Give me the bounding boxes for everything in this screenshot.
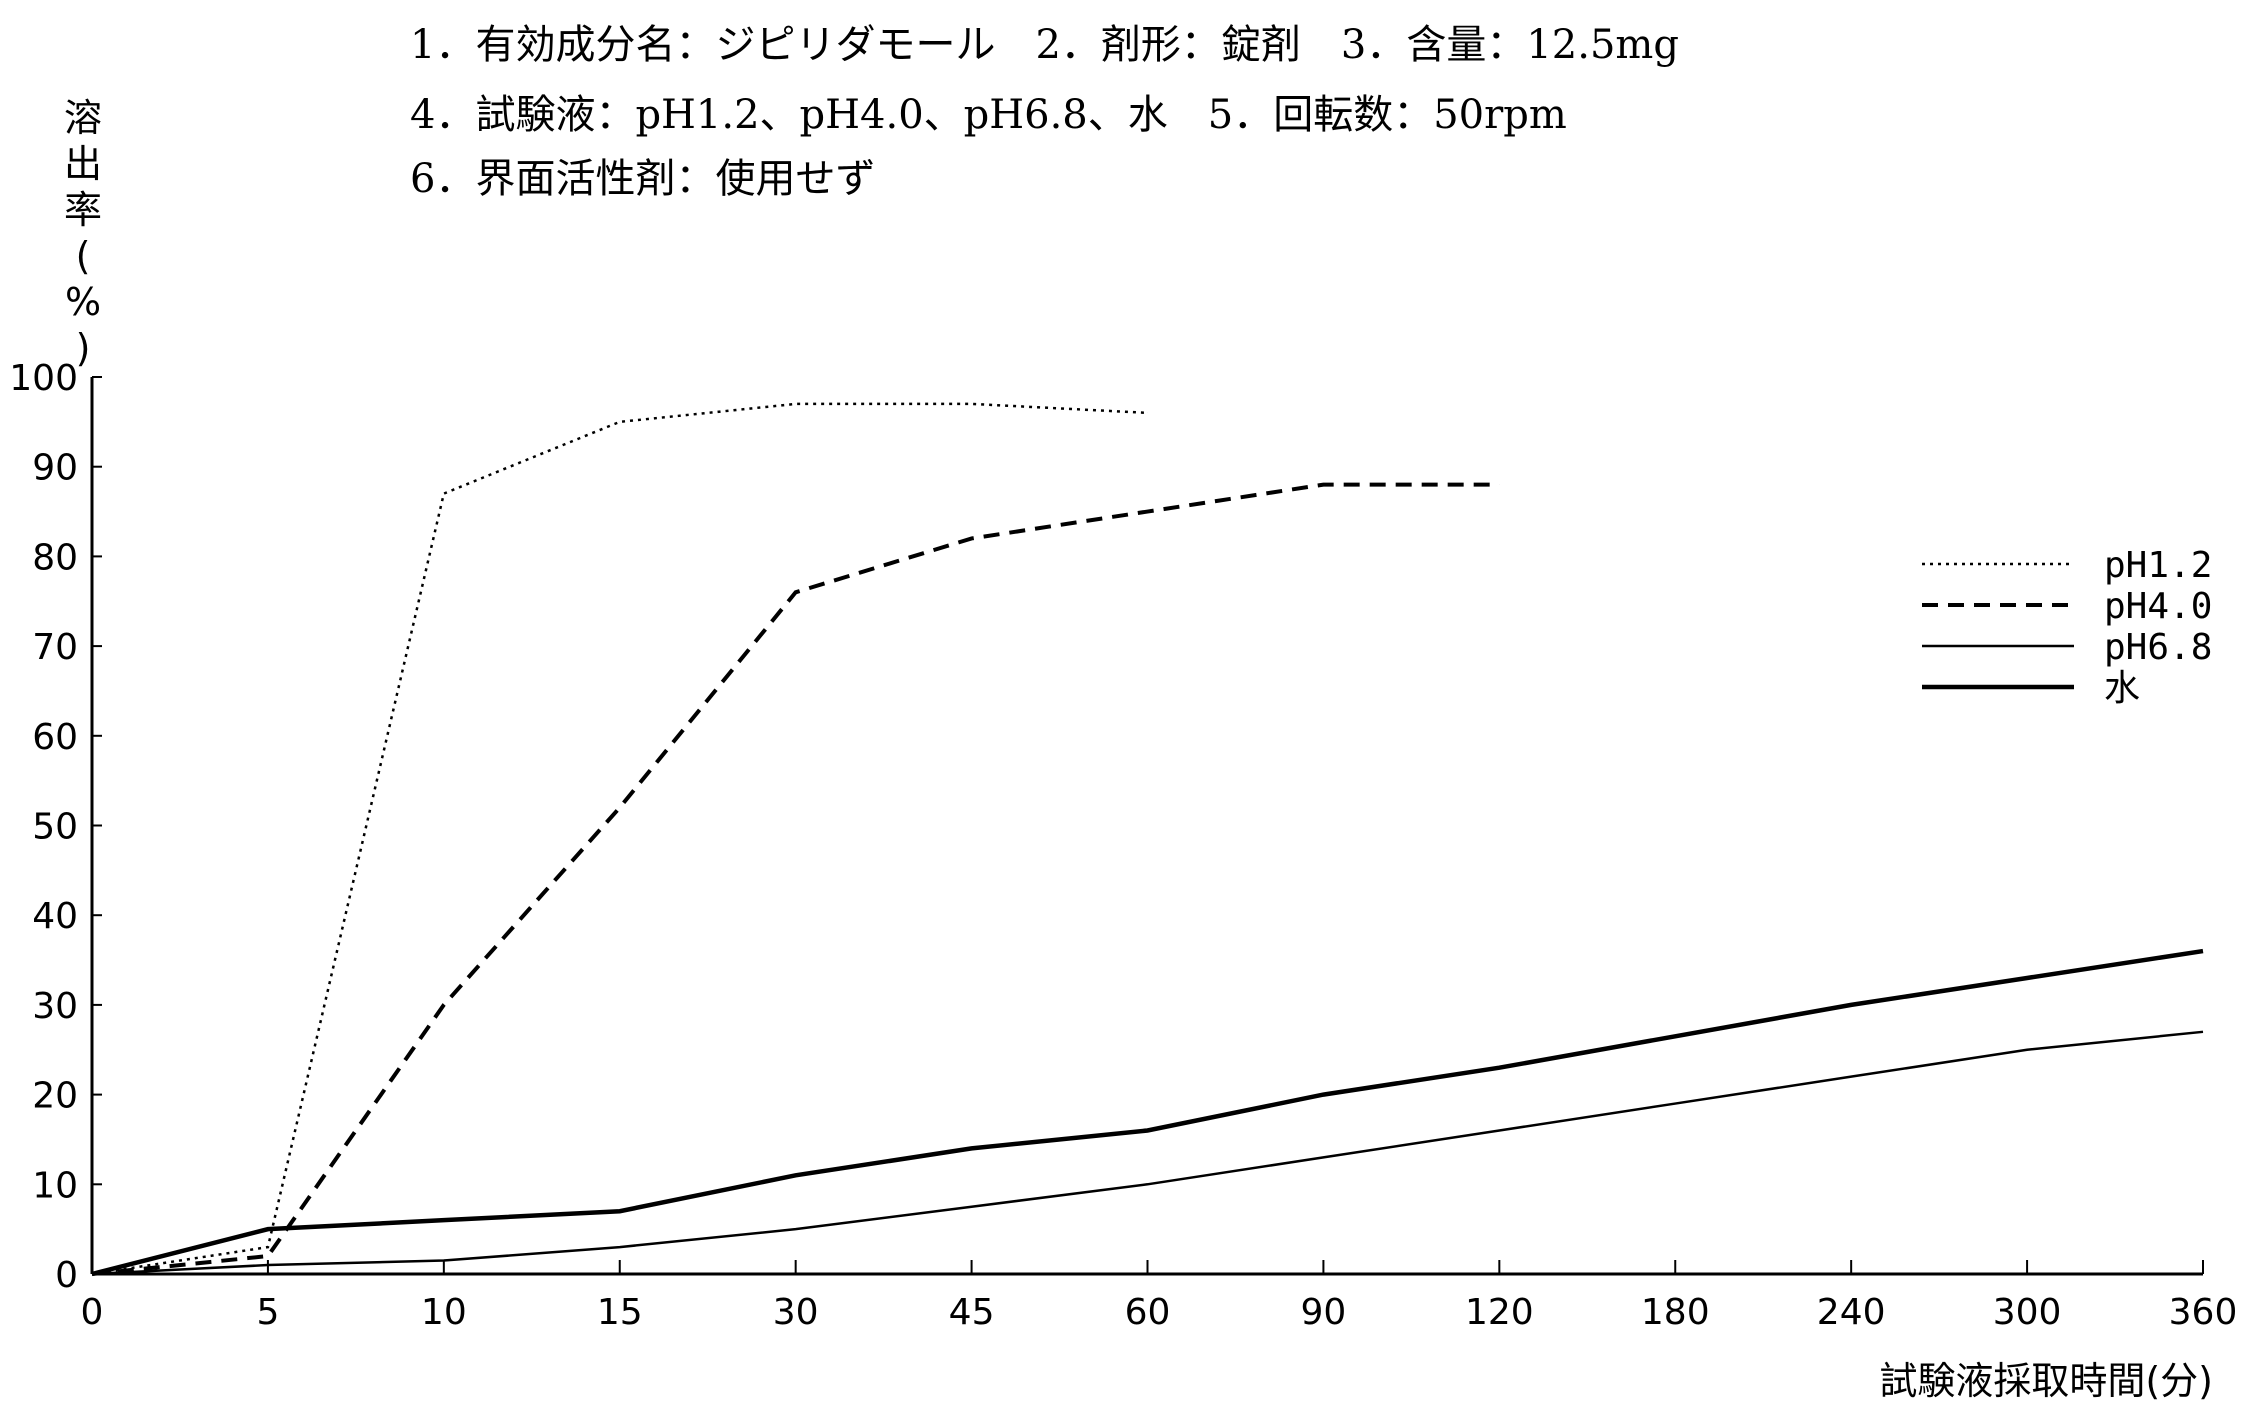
x-tick-label: 5 bbox=[256, 1292, 279, 1333]
header-line-2: 4．試験液：pH1.2、pH4.0、pH6.8、水 5．回転数：50rpm bbox=[410, 92, 1567, 138]
x-tick-label: 240 bbox=[1817, 1292, 1886, 1333]
y-tick-label: 100 bbox=[9, 358, 78, 399]
y-tick-label: 90 bbox=[32, 448, 78, 489]
y-tick-label: 60 bbox=[32, 717, 78, 758]
x-tick-label: 360 bbox=[2169, 1292, 2238, 1333]
x-tick-label: 180 bbox=[1641, 1292, 1710, 1333]
y-tick-label: 40 bbox=[32, 896, 78, 937]
x-tick-label: 300 bbox=[1993, 1292, 2062, 1333]
x-tick-label: 0 bbox=[81, 1292, 104, 1333]
x-tick-label: 60 bbox=[1125, 1292, 1171, 1333]
series-line-pH4.0 bbox=[91, 482, 1500, 1276]
legend-label: pH6.8 bbox=[2104, 627, 2212, 668]
legend-label: pH1.2 bbox=[2104, 545, 2212, 586]
header-line-3: 6．界面活性剤：使用せず bbox=[410, 156, 876, 202]
y-tick-label: 10 bbox=[32, 1165, 78, 1206]
series-line-水 bbox=[91, 948, 2204, 1277]
series-line-pH6.8 bbox=[91, 1030, 2204, 1276]
y-axis-label: 溶出率(%) bbox=[63, 96, 102, 370]
y-tick-label: 70 bbox=[32, 627, 78, 668]
y-tick-label: 50 bbox=[32, 807, 78, 848]
y-tick-label: 0 bbox=[55, 1255, 78, 1296]
y-tick-label: 20 bbox=[32, 1076, 78, 1117]
x-tick-label: 90 bbox=[1301, 1292, 1347, 1333]
x-tick-label: 30 bbox=[773, 1292, 819, 1333]
legend-label: pH4.0 bbox=[2104, 586, 2212, 627]
header-line-1: 1．有効成分名：ジピリダモール 2．剤形：錠剤 3．含量：12.5mg bbox=[410, 22, 1679, 68]
x-axis-label: 試験液採取時間(分) bbox=[1879, 1359, 2213, 1403]
x-tick-label: 120 bbox=[1465, 1292, 1534, 1333]
x-tick-label: 10 bbox=[421, 1292, 467, 1333]
legend-label: 水 bbox=[2104, 668, 2140, 709]
x-tick-label: 15 bbox=[597, 1292, 643, 1333]
y-tick-label: 30 bbox=[32, 986, 78, 1027]
x-tick-label: 45 bbox=[949, 1292, 995, 1333]
y-tick-label: 80 bbox=[32, 537, 78, 578]
